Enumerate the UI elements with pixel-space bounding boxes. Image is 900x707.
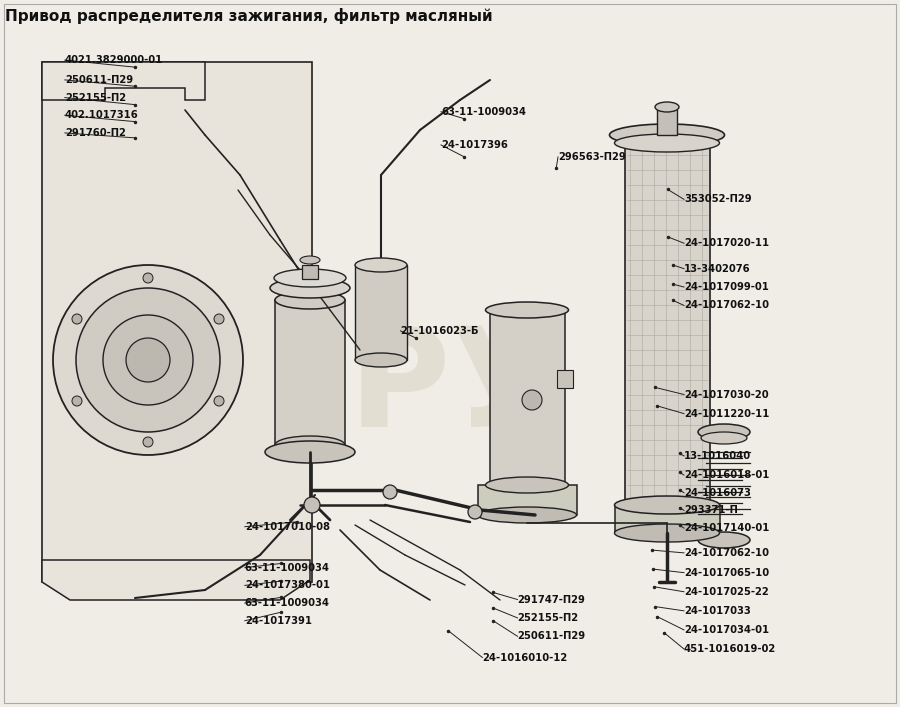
Ellipse shape: [698, 532, 750, 548]
Ellipse shape: [265, 441, 355, 463]
Text: 291760-П2: 291760-П2: [65, 128, 126, 138]
Text: 63-11-1009034: 63-11-1009034: [441, 107, 526, 117]
Text: 24-1017062-10: 24-1017062-10: [684, 300, 769, 310]
Polygon shape: [42, 560, 310, 600]
Text: 293371-П: 293371-П: [684, 506, 738, 515]
Ellipse shape: [609, 124, 725, 146]
Text: 402.1017316: 402.1017316: [65, 110, 139, 120]
Text: 291747-П29: 291747-П29: [518, 595, 585, 604]
Ellipse shape: [274, 269, 346, 287]
Circle shape: [283, 298, 307, 322]
Bar: [302, 265, 318, 279]
Circle shape: [383, 485, 397, 499]
Bar: [557, 370, 573, 388]
Text: 24-1017396: 24-1017396: [441, 140, 508, 150]
Text: 252155-П2: 252155-П2: [518, 613, 579, 623]
Text: 21-1016023-Б: 21-1016023-Б: [400, 326, 479, 336]
Ellipse shape: [701, 432, 747, 444]
Text: 24-1016018-01: 24-1016018-01: [684, 470, 770, 480]
Bar: [275, 300, 345, 445]
Text: 24-1011220-11: 24-1011220-11: [684, 409, 770, 419]
Bar: [615, 505, 720, 533]
Text: 24-1017062-10: 24-1017062-10: [684, 548, 769, 558]
Ellipse shape: [615, 496, 719, 514]
Bar: [657, 109, 677, 135]
Text: 24-1017033: 24-1017033: [684, 606, 751, 616]
Text: 24-1017380-01: 24-1017380-01: [245, 580, 329, 590]
Ellipse shape: [355, 258, 407, 272]
Bar: [625, 135, 710, 505]
Circle shape: [522, 390, 542, 410]
Circle shape: [468, 505, 482, 519]
Text: 24-1017025-22: 24-1017025-22: [684, 587, 769, 597]
Text: 24-1017391: 24-1017391: [245, 616, 311, 626]
Polygon shape: [42, 62, 205, 100]
Circle shape: [72, 314, 82, 324]
Text: 24-1017034-01: 24-1017034-01: [684, 625, 770, 635]
Text: 451-1016019-02: 451-1016019-02: [684, 644, 776, 654]
Ellipse shape: [270, 278, 350, 298]
Ellipse shape: [478, 507, 577, 523]
Text: 296563-П29: 296563-П29: [558, 152, 626, 162]
Ellipse shape: [485, 302, 569, 318]
Text: 24-1016010-12: 24-1016010-12: [482, 653, 568, 662]
Text: 250611-П29: 250611-П29: [518, 631, 586, 641]
Text: 24-1017065-10: 24-1017065-10: [684, 568, 770, 578]
Ellipse shape: [275, 291, 345, 309]
Text: 63-11-1009034: 63-11-1009034: [245, 598, 329, 608]
Text: 4021.3829000-01: 4021.3829000-01: [65, 55, 163, 65]
Text: 250611-П29: 250611-П29: [65, 75, 133, 85]
Text: 252155-П2: 252155-П2: [65, 93, 126, 103]
Bar: [42, 62, 312, 582]
Text: 13-1016040: 13-1016040: [684, 451, 752, 461]
Ellipse shape: [275, 436, 345, 454]
Text: 24-1017010-08: 24-1017010-08: [245, 522, 329, 532]
Text: 24-1017030-20: 24-1017030-20: [684, 390, 769, 399]
Bar: [355, 265, 407, 360]
Ellipse shape: [698, 424, 750, 440]
Ellipse shape: [485, 477, 569, 493]
Circle shape: [214, 314, 224, 324]
Circle shape: [126, 338, 170, 382]
Ellipse shape: [300, 256, 320, 264]
Bar: [478, 485, 577, 515]
Text: 24-1017140-01: 24-1017140-01: [684, 523, 770, 533]
Text: Привод распределителя зажигания, фильтр масляный: Привод распределителя зажигания, фильтр …: [5, 8, 492, 24]
Circle shape: [143, 437, 153, 447]
Circle shape: [76, 288, 220, 432]
Ellipse shape: [615, 134, 719, 152]
Ellipse shape: [655, 102, 679, 112]
Bar: [490, 310, 565, 485]
Circle shape: [103, 315, 193, 405]
Text: ЗРУ: ЗРУ: [251, 322, 559, 456]
Circle shape: [72, 396, 82, 406]
Text: 24-1017020-11: 24-1017020-11: [684, 238, 770, 248]
Text: 353052-П29: 353052-П29: [684, 194, 752, 204]
Text: 24-1017099-01: 24-1017099-01: [684, 282, 769, 292]
Text: 24-1016073: 24-1016073: [684, 488, 751, 498]
Circle shape: [53, 265, 243, 455]
Text: 13-3402076: 13-3402076: [684, 264, 751, 274]
Circle shape: [143, 273, 153, 283]
Circle shape: [304, 497, 320, 513]
Circle shape: [214, 396, 224, 406]
Ellipse shape: [355, 353, 407, 367]
Ellipse shape: [615, 524, 719, 542]
Text: 63-11-1009034: 63-11-1009034: [245, 563, 329, 573]
